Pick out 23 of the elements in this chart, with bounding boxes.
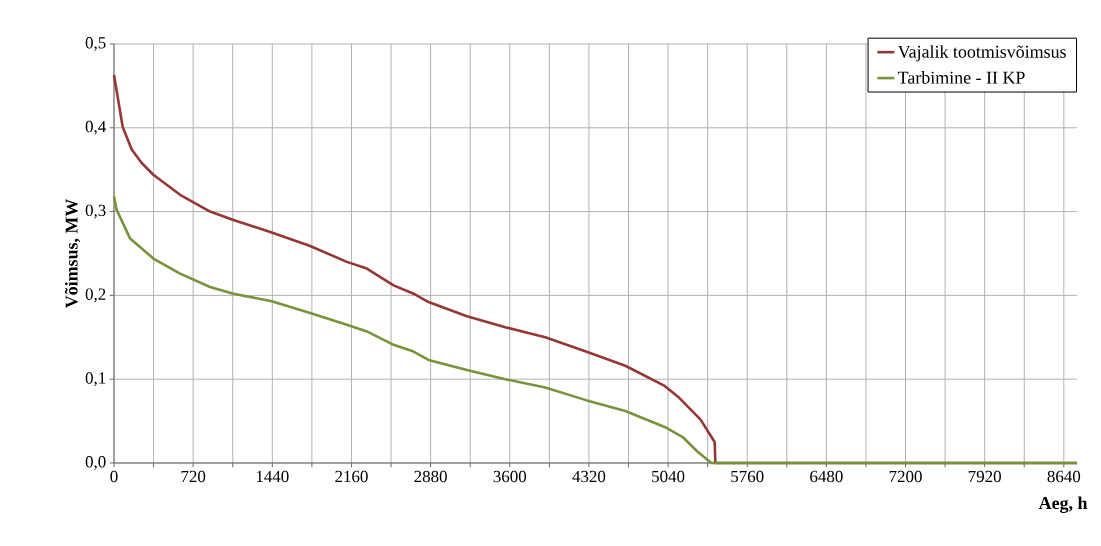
x-tick-label: 5040 <box>652 470 685 483</box>
y-tick-label: 0,0 <box>85 456 106 470</box>
x-tick-label: 3600 <box>493 470 527 483</box>
y-tick-label: 0,1 <box>85 372 106 387</box>
legend-label: Tarbimine - II KP <box>897 71 1025 84</box>
y-tick-label: 0,4 <box>85 120 106 135</box>
x-tick-label: 2160 <box>335 470 368 483</box>
x-tick-label: 4320 <box>572 470 606 483</box>
legend-label: Vajalik tootmisvõimsus <box>897 45 1066 62</box>
x-tick-label: 1440 <box>256 470 289 483</box>
y-tick-label: 0,3 <box>85 204 106 219</box>
x-tick-label: 0 <box>110 470 118 483</box>
x-tick-label: 8640 <box>1047 470 1081 483</box>
y-axis-title: Võimsus, MW <box>64 198 81 309</box>
x-tick-label: 7200 <box>889 470 922 483</box>
x-tick-label: 5760 <box>731 470 764 483</box>
x-tick-label: 2880 <box>414 470 447 483</box>
y-tick-label: 0,5 <box>85 37 106 51</box>
x-tick-label: 6480 <box>810 470 843 483</box>
x-axis-title: Aeg, h <box>1038 496 1088 513</box>
x-tick-label: 720 <box>181 470 206 483</box>
x-tick-label: 7920 <box>968 470 1001 483</box>
y-tick-label: 0,2 <box>85 288 106 303</box>
